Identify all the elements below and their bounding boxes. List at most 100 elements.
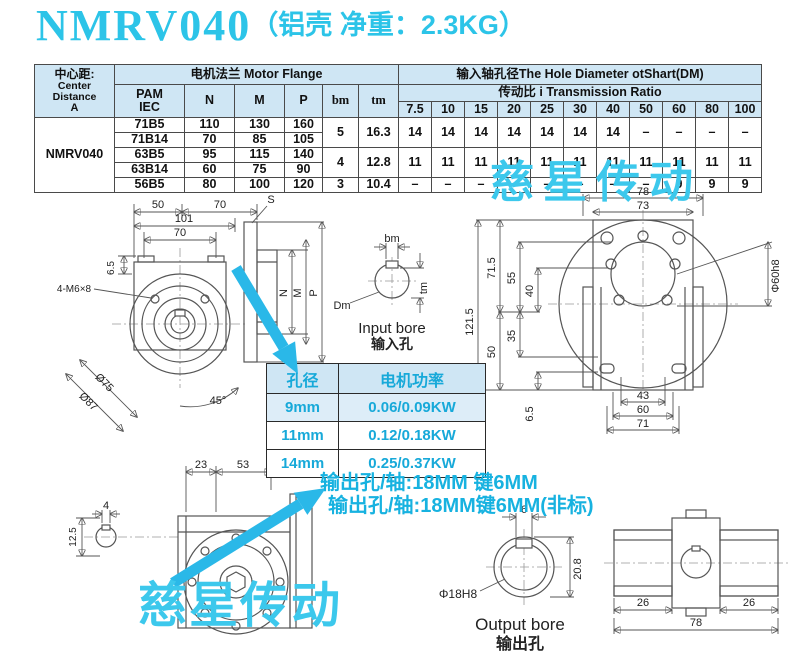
ratio-cell: 14 <box>497 117 532 148</box>
ratio-cell: 11 <box>596 147 631 178</box>
ratio-cell: – <box>464 177 499 193</box>
dim-label: 70 <box>174 227 186 239</box>
dim-label: Dm <box>333 300 350 312</box>
ratio-cell: 11 <box>431 147 466 178</box>
ratio-cell: 14 <box>464 117 499 148</box>
ratio-col-header: 40 <box>596 101 631 118</box>
ratio-cell: 11 <box>662 147 697 178</box>
ratio-cell: 14 <box>398 117 433 148</box>
ratio-cell: – <box>431 177 466 193</box>
dim-label: bm <box>384 233 399 245</box>
m-cell: 115 <box>234 147 285 163</box>
dim-label: N <box>278 289 290 297</box>
callout-arrow-to-output-note <box>170 488 326 588</box>
input-bore-label-zh: 输入孔 <box>371 336 413 352</box>
ratio-col-header: 10 <box>431 101 466 118</box>
ratio-col-header: 80 <box>695 101 730 118</box>
n-cell: 80 <box>184 177 235 193</box>
ratio-col-header: 15 <box>464 101 499 118</box>
power-cell: 0.12/0.18KW <box>338 421 486 450</box>
ratio-cell: 11 <box>728 147 763 178</box>
bm-cell: 3 <box>322 177 359 193</box>
ratio-col-header: 20 <box>497 101 532 118</box>
bore-cell: 9mm <box>266 393 339 422</box>
ratio-cell: 9 <box>695 177 730 193</box>
power-col-header: 电机功率 <box>338 363 486 394</box>
dim-label: 71 <box>637 418 649 430</box>
ratio-cell: – <box>530 177 565 193</box>
ratio-col-header: 60 <box>662 101 697 118</box>
p-cell: 105 <box>284 132 323 148</box>
ratio-cell: – <box>497 177 532 193</box>
bore-cell: 14mm <box>266 449 339 478</box>
tm-cell: 12.8 <box>357 147 400 178</box>
ratio-cell: 11 <box>530 147 565 178</box>
transmission-ratio-header: 传动比 i Transmission Ratio <box>398 84 763 102</box>
ratio-cell: 9 <box>728 177 763 193</box>
ratio-col-header: 7.5 <box>398 101 433 118</box>
tm-cell: 16.3 <box>357 117 400 148</box>
ratio-cell: – <box>695 117 730 148</box>
pam-cell: 63B5 <box>114 147 185 163</box>
output-shaft-drawing: 26 26 78 <box>604 509 788 634</box>
col-header-bm: bm <box>322 84 359 118</box>
page-title: NMRV040（铝壳 净重：2.3KG） <box>36 0 526 51</box>
dim-label: 40 <box>524 285 536 297</box>
bm-cell: 5 <box>322 117 359 148</box>
motor-flange-header: 电机法兰 Motor Flange <box>113 64 400 85</box>
dim-label: 12.5 <box>68 527 79 547</box>
output-note-line2: 输出孔/轴:18MM键6MM(非标) <box>328 495 594 517</box>
col-header-p: P <box>284 84 323 118</box>
ratio-cell: 11 <box>695 147 730 178</box>
model-name: NMRV040 <box>36 1 252 50</box>
dim-label: 101 <box>175 213 193 225</box>
dim-label: 26 <box>743 597 755 609</box>
watermark: 慈星传动 <box>138 579 343 633</box>
dim-label: 50 <box>152 199 164 211</box>
dim-label: 6.5 <box>106 261 117 275</box>
dim-label: 20.8 <box>572 558 584 579</box>
hole-diameter-header: 输入轴孔径The Hole Diameter otShart(DM) <box>398 64 763 85</box>
dim-label: 43 <box>637 390 649 402</box>
dim-label: S <box>267 194 274 206</box>
dim-label: 6 <box>521 504 527 516</box>
dim-label: 45° <box>210 395 227 407</box>
dim-label: P <box>308 289 320 296</box>
ratio-col-header: 100 <box>728 101 763 118</box>
dim-label: 23 <box>195 459 207 471</box>
dim-label: 4-M6×8 <box>57 284 92 295</box>
dim-label: 4 <box>103 500 109 512</box>
ratio-cell: – <box>728 117 763 148</box>
power-cell: 0.25/0.37KW <box>338 449 486 478</box>
ratio-cell: 14 <box>530 117 565 148</box>
n-cell: 95 <box>184 147 235 163</box>
ratio-cell: – <box>662 117 697 148</box>
dim-label: 70 <box>214 199 226 211</box>
input-bore-drawing: bm tm Dm Input bore 输入孔 <box>333 233 430 352</box>
dim-label: Φ60h8 <box>770 259 782 292</box>
dim-label: 6.5 <box>524 406 536 421</box>
dim-label: tm <box>418 282 430 294</box>
dim-label: M <box>292 288 304 297</box>
col-header-n: N <box>184 84 235 118</box>
p-cell: 120 <box>284 177 323 193</box>
front-view-drawing: S 4-M6×8 50 70 101 70 6.5 N M P Ø75 Ø87 <box>57 194 357 477</box>
bore-cell: 11mm <box>266 421 339 450</box>
p-cell: 90 <box>284 162 323 178</box>
dim-label: 55 <box>506 272 518 284</box>
pam-cell: 71B5 <box>114 117 185 133</box>
ratio-cell: – <box>398 177 433 193</box>
ratio-cell: 11 <box>563 147 598 178</box>
dim-label: 60 <box>637 404 649 416</box>
n-cell: 70 <box>184 132 235 148</box>
bm-cell: 4 <box>322 147 359 178</box>
pam-cell: 56B5 <box>114 177 185 193</box>
output-bore-drawing: 6 Φ18H8 20.8 Output bore 输出孔 <box>439 504 584 653</box>
tm-cell: 10.4 <box>357 177 400 193</box>
ratio-col-header: 25 <box>530 101 565 118</box>
pam-cell: 71B14 <box>114 132 185 148</box>
col-header-tm: tm <box>357 84 400 118</box>
output-bore-label-zh: 输出孔 <box>496 634 544 653</box>
m-cell: 85 <box>234 132 285 148</box>
